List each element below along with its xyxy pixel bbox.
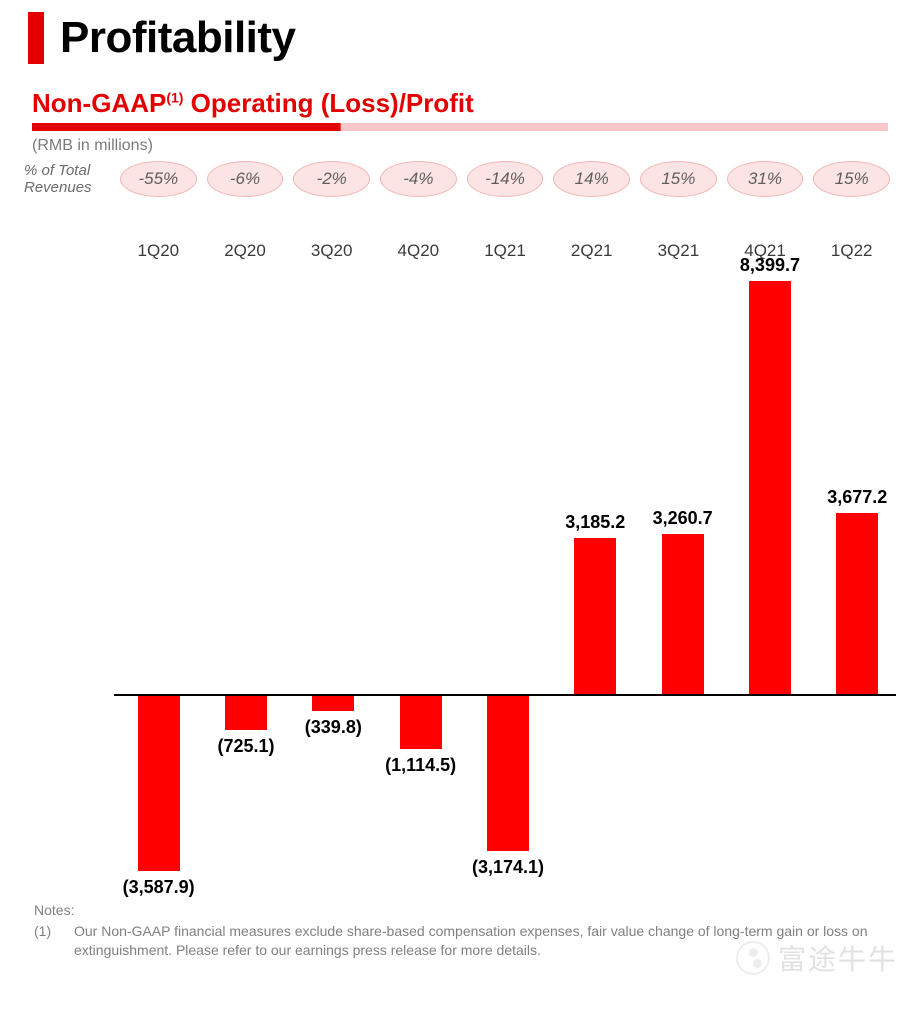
subtitle-prefix: Non-GAAP (32, 88, 166, 118)
category-label: 2Q20 (207, 241, 284, 261)
percent-row-label-line2: Revenues (24, 179, 92, 196)
percent-pills: -55%-6%-2%-4%-14%14%15%31%15% (120, 161, 896, 197)
percent-pill: 15% (813, 161, 890, 197)
subtitle-suffix: Operating (Loss)/Profit (183, 88, 473, 118)
percent-pill: -2% (293, 161, 370, 197)
category-label: 4Q20 (380, 241, 457, 261)
watermark-text: 富途牛牛 (778, 938, 898, 978)
bar-value-label: 3,677.2 (827, 487, 887, 508)
bar-column: (3,174.1) (469, 281, 546, 871)
watermark-icon (736, 941, 770, 975)
bar (662, 534, 704, 694)
percent-pill: -4% (380, 161, 457, 197)
chart-bars: (3,587.9) (725.1) (339.8) (1,114.5) (3,174.1… (120, 281, 896, 871)
category-label: 1Q21 (467, 241, 544, 261)
page-title: Profitability (60, 13, 296, 63)
bar-value-label: 8,399.7 (740, 255, 800, 276)
category-label: 3Q20 (293, 241, 370, 261)
bar-value-label: (1,114.5) (385, 755, 456, 776)
percent-row-label: % of Total Revenues (20, 162, 120, 197)
bar (400, 694, 442, 749)
percent-pill: 31% (727, 161, 804, 197)
bar-value-label: (339.8) (305, 717, 362, 738)
bar-value-label: (725.1) (217, 736, 274, 757)
percent-pill: 15% (640, 161, 717, 197)
category-label: 1Q20 (120, 241, 197, 261)
bar-value-label: (3,174.1) (472, 857, 544, 878)
chart: (3,587.9) (725.1) (339.8) (1,114.5) (3,174.1… (20, 281, 896, 871)
bar-column: (1,114.5) (382, 281, 459, 871)
bar-column: 3,185.2 (557, 281, 634, 871)
footnotes-heading: Notes: (34, 901, 882, 920)
percent-pill: -55% (120, 161, 197, 197)
bar-column: 3,260.7 (644, 281, 721, 871)
title-row: Profitability (28, 12, 896, 64)
title-accent-bar (28, 12, 44, 64)
bar (225, 694, 267, 730)
category-label: 2Q21 (553, 241, 630, 261)
bar-column: (3,587.9) (120, 281, 197, 871)
bar (749, 281, 791, 694)
underline-bar (32, 123, 888, 131)
chart-subtitle: Non-GAAP(1) Operating (Loss)/Profit (32, 88, 896, 119)
bar-column: 3,677.2 (819, 281, 896, 871)
percent-pill: -14% (467, 161, 544, 197)
subtitle-superscript: (1) (166, 89, 183, 105)
bar-column: 8,399.7 (731, 281, 808, 871)
percent-row-label-line1: % of Total (24, 162, 90, 179)
category-label: 3Q21 (640, 241, 717, 261)
unit-label: (RMB in millions) (32, 137, 896, 155)
bar-value-label: (3,587.9) (123, 877, 195, 898)
watermark: 富途牛牛 (736, 938, 898, 978)
category-label: 1Q22 (813, 241, 890, 261)
bar (487, 694, 529, 850)
footnote-number: (1) (34, 922, 60, 960)
bar-value-label: 3,260.7 (653, 508, 713, 529)
bar (312, 694, 354, 711)
bar-column: (339.8) (295, 281, 372, 871)
percent-pill: -6% (207, 161, 284, 197)
chart-plot-area: (3,587.9) (725.1) (339.8) (1,114.5) (3,174.1… (120, 281, 896, 871)
x-axis-line (114, 694, 896, 696)
percent-row: % of Total Revenues -55% -6%-2% -4% -14%14%… (20, 161, 896, 197)
percent-pill: 14% (553, 161, 630, 197)
bar (138, 694, 180, 871)
bar (836, 513, 878, 694)
bar-value-label: 3,185.2 (565, 512, 625, 533)
bar (574, 538, 616, 695)
bar-column: (725.1) (207, 281, 284, 871)
